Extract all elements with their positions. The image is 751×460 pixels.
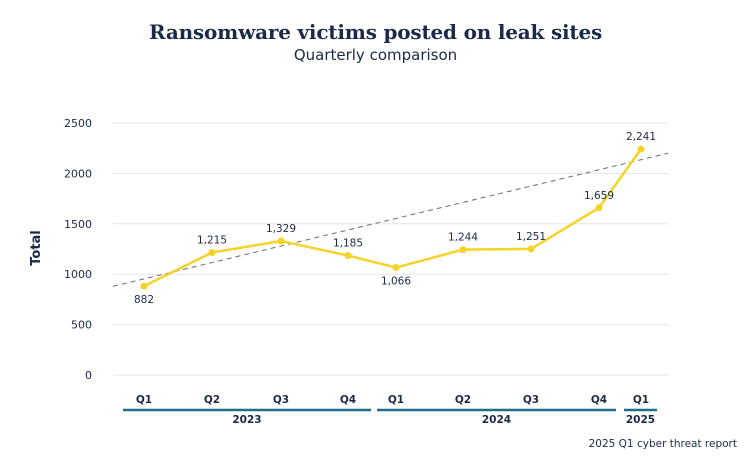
x-tick-label: Q1	[388, 394, 404, 406]
data-label: 1,244	[448, 232, 478, 244]
y-tick-label: 1000	[64, 268, 92, 281]
data-point	[344, 252, 352, 260]
x-tick-label: Q4	[340, 394, 356, 406]
data-label: 1,215	[197, 235, 227, 247]
data-point	[637, 145, 645, 153]
source-note: 2025 Q1 cyber threat report	[588, 438, 737, 450]
x-tick-label: Q1	[633, 394, 649, 406]
x-tick-label: Q3	[273, 394, 289, 406]
group-label: 2024	[482, 414, 511, 426]
y-tick-label: 2500	[64, 117, 92, 130]
x-tick-labels: Q1 Q2 Q3 Q4 Q1 Q2 Q3 Q4 Q1	[136, 394, 649, 406]
data-points	[140, 145, 645, 290]
x-tick-label: Q3	[523, 394, 539, 406]
x-tick-label: Q4	[591, 394, 607, 406]
data-label: 1,329	[266, 223, 296, 235]
data-point	[459, 246, 467, 254]
data-point	[140, 282, 148, 290]
data-label: 1,659	[584, 190, 614, 202]
y-tick-label: 500	[71, 319, 92, 332]
data-label: 1,251	[516, 231, 546, 243]
x-tick-label: Q2	[455, 394, 471, 406]
data-point	[277, 237, 285, 245]
data-point	[208, 249, 216, 257]
y-axis-label: Total	[29, 230, 44, 266]
y-tick-labels: 0 500 1000 1500 2000 2500	[64, 117, 92, 382]
data-labels: 882 1,215 1,329 1,185 1,066 1,244 1,251 1,659 2,…	[134, 131, 656, 306]
group-label: 2023	[232, 414, 261, 426]
data-point	[392, 264, 400, 272]
y-tick-label: 2000	[64, 167, 92, 180]
data-label: 882	[134, 294, 154, 306]
chart-subtitle: Quarterly comparison	[293, 46, 458, 64]
data-label: 1,066	[381, 276, 411, 288]
x-tick-label: Q1	[136, 394, 152, 406]
chart-title: Ransomware victims posted on leak sites	[148, 20, 603, 44]
data-label: 1,185	[333, 238, 363, 250]
gridlines	[113, 122, 668, 376]
data-point	[595, 204, 603, 212]
data-label: 2,241	[626, 131, 656, 143]
x-group-axis: 2023 2024 2025	[123, 408, 657, 426]
x-tick-label: Q2	[204, 394, 220, 406]
y-tick-label: 0	[85, 369, 92, 382]
series-line	[143, 148, 643, 288]
data-point	[527, 245, 535, 253]
y-tick-label: 1500	[64, 218, 92, 231]
series-polyline	[143, 148, 643, 288]
group-label: 2025	[626, 414, 655, 426]
